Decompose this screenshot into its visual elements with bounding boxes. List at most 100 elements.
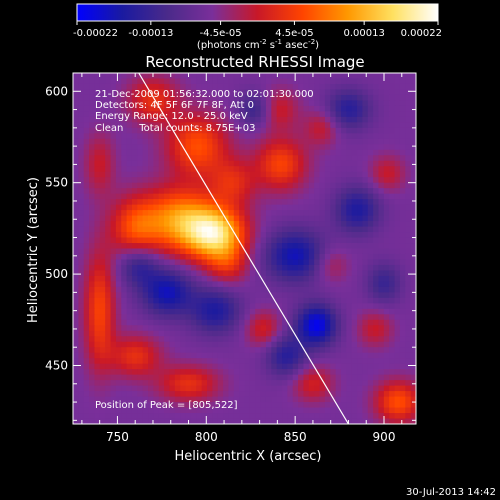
heatmap-cell bbox=[271, 89, 278, 96]
heatmap-cell bbox=[217, 418, 224, 424]
heatmap-cell bbox=[131, 330, 138, 337]
heatmap-cell bbox=[223, 413, 230, 420]
heatmap-cell bbox=[276, 385, 283, 392]
heatmap-cell bbox=[94, 221, 101, 228]
heatmap-cell bbox=[206, 199, 213, 206]
heatmap-cell bbox=[298, 83, 305, 91]
heatmap-cell bbox=[367, 341, 374, 348]
heatmap-cell bbox=[228, 232, 235, 239]
heatmap-cell bbox=[282, 407, 288, 414]
heatmap-cell bbox=[148, 407, 154, 414]
heatmap-cell bbox=[308, 374, 315, 381]
heatmap-cell bbox=[153, 270, 160, 277]
heatmap-cell bbox=[399, 116, 406, 123]
heatmap-cell bbox=[94, 155, 101, 162]
heatmap-cell bbox=[83, 133, 90, 140]
heatmap-cell bbox=[335, 259, 342, 266]
heatmap-cell bbox=[110, 336, 117, 343]
heatmap-cell bbox=[180, 171, 187, 178]
heatmap-cell bbox=[174, 127, 181, 134]
heatmap-cell bbox=[255, 308, 262, 315]
heatmap-cell bbox=[228, 177, 235, 184]
heatmap-cell bbox=[190, 314, 197, 321]
heatmap-cell bbox=[367, 221, 374, 228]
heatmap-cell bbox=[185, 111, 192, 118]
heatmap-cell bbox=[362, 127, 369, 134]
heatmap-cell bbox=[196, 116, 203, 123]
heatmap-cell bbox=[378, 374, 385, 381]
heatmap-cell bbox=[308, 138, 315, 145]
heatmap-cell bbox=[405, 374, 412, 381]
heatmap-cell bbox=[121, 193, 128, 200]
heatmap-cell bbox=[378, 336, 385, 343]
heatmap-cell bbox=[282, 413, 288, 420]
heatmap-cell bbox=[196, 221, 203, 228]
heatmap-cell bbox=[298, 380, 305, 387]
heatmap-cell bbox=[174, 407, 181, 414]
heatmap-cell bbox=[394, 363, 401, 370]
heatmap-cell bbox=[378, 105, 385, 112]
heatmap-cell bbox=[394, 385, 401, 392]
heatmap-cell bbox=[228, 303, 235, 310]
heatmap-cell bbox=[351, 369, 358, 376]
heatmap-cell bbox=[303, 253, 310, 261]
heatmap-cell bbox=[115, 292, 122, 299]
heatmap-cell bbox=[410, 215, 416, 222]
heatmap-cell bbox=[244, 314, 251, 321]
heatmap-cell bbox=[260, 374, 267, 381]
heatmap-cell bbox=[298, 407, 305, 414]
heatmap-cell bbox=[271, 171, 278, 178]
heatmap-cell bbox=[319, 78, 326, 85]
heatmap-cell bbox=[121, 308, 128, 315]
heatmap-cell bbox=[346, 352, 353, 359]
heatmap-cell bbox=[148, 160, 154, 167]
heatmap-cell bbox=[94, 385, 101, 392]
heatmap-cell bbox=[319, 270, 326, 277]
heatmap-cell bbox=[255, 171, 262, 178]
heatmap-cell bbox=[378, 248, 385, 255]
heatmap-cell bbox=[319, 303, 326, 310]
heatmap-cell bbox=[244, 182, 251, 189]
heatmap-cell bbox=[83, 105, 90, 112]
heatmap-cell bbox=[298, 155, 305, 162]
heatmap-cell bbox=[276, 363, 283, 370]
heatmap-cell bbox=[83, 369, 90, 376]
heatmap-cell bbox=[378, 369, 385, 376]
heatmap-cell bbox=[196, 413, 203, 420]
heatmap-cell bbox=[228, 281, 235, 288]
heatmap-cell bbox=[324, 204, 331, 211]
heatmap-cell bbox=[201, 221, 208, 228]
heatmap-cell bbox=[362, 116, 369, 123]
heatmap-cell bbox=[373, 100, 380, 107]
heatmap-cell bbox=[174, 199, 181, 206]
heatmap-cell bbox=[287, 303, 294, 310]
info-clean-counts: Clean Total counts: 8.75E+03 bbox=[95, 123, 255, 134]
heatmap-cell bbox=[335, 100, 342, 107]
heatmap-cell bbox=[83, 78, 90, 85]
heatmap-cell bbox=[201, 182, 208, 189]
heatmap-cell bbox=[196, 330, 203, 337]
heatmap-cell bbox=[110, 330, 117, 337]
heatmap-cell bbox=[99, 166, 106, 173]
heatmap-cell bbox=[357, 171, 364, 178]
heatmap-cell bbox=[362, 100, 369, 107]
heatmap-cell bbox=[174, 138, 181, 145]
heatmap-cell bbox=[362, 341, 369, 348]
heatmap-cell bbox=[314, 166, 321, 173]
heatmap-cell bbox=[201, 133, 208, 140]
heatmap-cell bbox=[190, 100, 197, 107]
heatmap-cell bbox=[292, 308, 299, 315]
heatmap-cell bbox=[196, 182, 203, 189]
heatmap-cell bbox=[335, 204, 342, 211]
heatmap-cell bbox=[196, 204, 203, 211]
heatmap-cell bbox=[142, 237, 149, 244]
heatmap-cell bbox=[73, 182, 79, 189]
heatmap-cell bbox=[239, 385, 246, 392]
heatmap-cell bbox=[190, 94, 197, 102]
colorbar-tick-label: -0.00013 bbox=[128, 28, 173, 39]
heatmap-cell bbox=[330, 73, 337, 80]
heatmap-cell bbox=[73, 237, 79, 244]
heatmap-cell bbox=[174, 264, 181, 272]
heatmap-cell bbox=[357, 155, 364, 162]
heatmap-cell bbox=[244, 259, 251, 266]
